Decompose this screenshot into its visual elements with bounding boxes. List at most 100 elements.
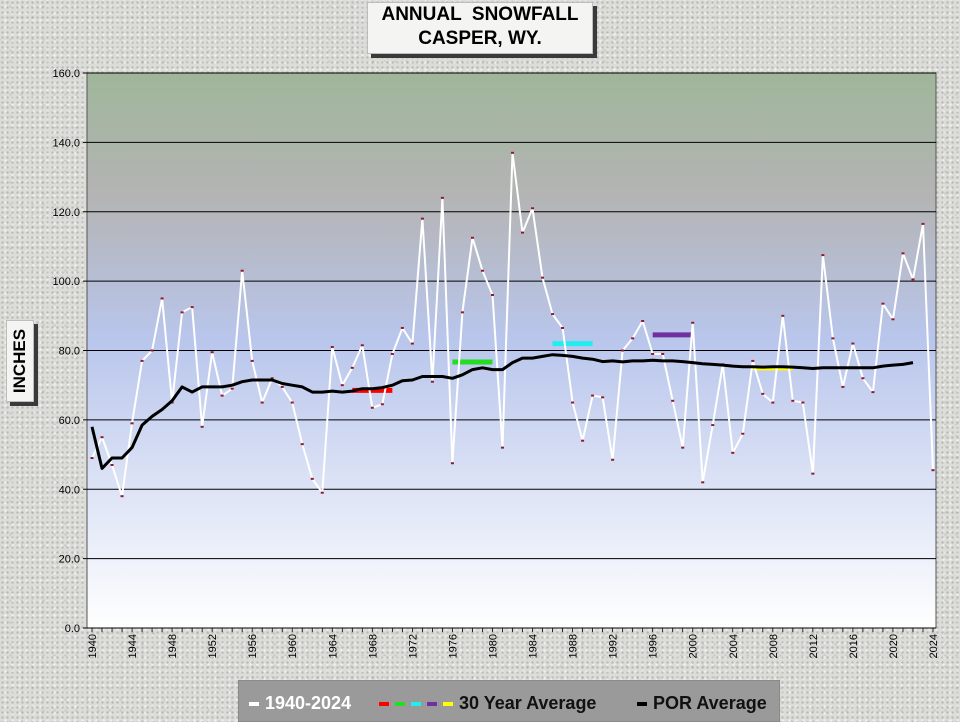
annual-snowfall-point [420, 217, 424, 220]
annual-snowfall-point [621, 349, 625, 352]
annual-snowfall-point [260, 401, 264, 404]
annual-snowfall-point [190, 306, 194, 309]
x-tick-label: 2004 [728, 634, 740, 658]
legend-thirty-swatch-purple [427, 701, 437, 706]
x-tick-labels: 1940 1944 1948 1952 1956 1960 1964 1968 1972 1976… [87, 628, 940, 658]
annual-snowfall-point [310, 477, 314, 480]
annual-snowfall-point [781, 314, 785, 317]
x-tick-label: 2008 [768, 634, 780, 658]
x-tick-label: 1956 [247, 634, 259, 658]
legend-thirty-label: 30 Year Average [459, 693, 597, 713]
x-tick-label: 1952 [207, 634, 219, 658]
x-tick-label: 1960 [287, 634, 299, 658]
annual-snowfall-point [430, 380, 434, 383]
annual-snowfall-point [230, 387, 234, 390]
annual-snowfall-point [330, 346, 334, 349]
annual-snowfall-point [270, 377, 274, 380]
por-average-series [90, 353, 914, 470]
y-tick-label: 100.0 [52, 276, 80, 288]
annual-snowfall-point [591, 394, 595, 397]
annual-snowfall-point [521, 231, 525, 234]
legend-thirty-swatch-red [379, 701, 389, 706]
annual-snowfall-point [220, 394, 224, 397]
annual-snowfall-point [400, 326, 404, 329]
legend-thirty-swatch-green [395, 701, 405, 706]
x-tick-label: 1940 [87, 634, 99, 658]
annual-snowfall-point [350, 366, 354, 369]
grid-lines [83, 72, 936, 629]
annual-snowfall-point [450, 462, 454, 465]
annual-snowfall-point [240, 269, 244, 272]
annual-snowfall-point [480, 269, 484, 272]
annual-snowfall-point [290, 401, 294, 404]
annual-snowfall-point [541, 276, 545, 279]
annual-snowfall-point [410, 342, 414, 345]
y-tick-label: 160.0 [52, 68, 80, 80]
annual-snowfall-point [931, 469, 935, 472]
annual-snowfall-point [360, 344, 364, 347]
annual-snowfall-point [601, 396, 605, 399]
legend-thirty-swatch-yellow [443, 701, 453, 706]
annual-snowfall-point [160, 297, 164, 300]
x-tick-label: 1976 [447, 634, 459, 658]
annual-snowfall-point [731, 451, 735, 454]
annual-snowfall-point [671, 399, 675, 402]
annual-snowfall-point [701, 481, 705, 484]
annual-snowfall-point [751, 359, 755, 362]
annual-snowfall-point [581, 439, 585, 442]
annual-snowfall-point [871, 391, 875, 394]
y-axis-label-box: INCHES [6, 320, 34, 402]
annual-snowfall-point [110, 463, 114, 466]
x-tick-label: 1980 [487, 634, 499, 658]
annual-snowfall-point [681, 446, 685, 449]
annual-snowfall-point [460, 311, 464, 314]
legend-annual: 1940-2024 [249, 693, 351, 714]
annual-snowfall-point [390, 352, 394, 355]
chart-svg: 0.020.040.060.080.0100.0120.0140.0160.0 … [52, 68, 940, 658]
x-tick-label: 1944 [127, 634, 139, 658]
annual-snowfall-point [801, 401, 805, 404]
x-tick-label: 2012 [808, 634, 820, 658]
y-tick-label: 60.0 [59, 415, 80, 427]
y-tick-label: 80.0 [59, 346, 80, 358]
annual-snowfall-point [861, 377, 865, 380]
annual-snowfall-point [511, 151, 514, 154]
annual-snowfall-point [120, 495, 124, 498]
annual-snowfall-point [901, 252, 905, 255]
legend-annual-label: 1940-2024 [265, 693, 352, 713]
x-tick-label: 1996 [648, 634, 660, 658]
chart-title-line2: CASPER, WY. [418, 28, 542, 49]
x-tick-label: 1968 [367, 634, 379, 658]
annual-snowfall-point [531, 207, 535, 210]
legend-por-label: POR Average [653, 693, 767, 713]
annual-snowfall-point [470, 236, 474, 239]
annual-snowfall-point [320, 491, 324, 494]
legend-por-swatch [637, 701, 647, 706]
y-tick-label: 140.0 [52, 137, 80, 149]
annual-snowfall-point [200, 425, 204, 428]
legend-annual-swatch [249, 701, 259, 706]
x-tick-label: 1988 [568, 634, 580, 658]
annual-snowfall-point [841, 385, 845, 388]
x-tick-label: 1992 [608, 634, 620, 658]
annual-snowfall-point [571, 401, 575, 404]
annual-snowfall-point [911, 278, 915, 281]
annual-snowfall-point [551, 313, 555, 316]
annual-snowfall-point [691, 321, 695, 324]
x-tick-label: 2024 [928, 634, 940, 658]
annual-snowfall-point [340, 384, 344, 387]
annual-snowfall-point [711, 424, 715, 427]
annual-snowfall-point [611, 458, 615, 461]
annual-snowfall-point [100, 436, 104, 439]
annual-snowfall-point [821, 254, 825, 257]
annual-snowfall-point [881, 302, 885, 305]
x-tick-label: 1972 [407, 634, 419, 658]
annual-snowfall-point [641, 320, 645, 323]
annual-snowfall-point [380, 403, 384, 406]
legend-thirty-swatch-cyan [411, 701, 421, 706]
annual-snowfall-point [791, 399, 795, 402]
annual-snowfall-point [761, 392, 765, 395]
x-tick-label: 1964 [327, 634, 339, 658]
y-tick-label: 0.0 [65, 623, 80, 635]
x-tick-label: 2016 [848, 634, 860, 658]
